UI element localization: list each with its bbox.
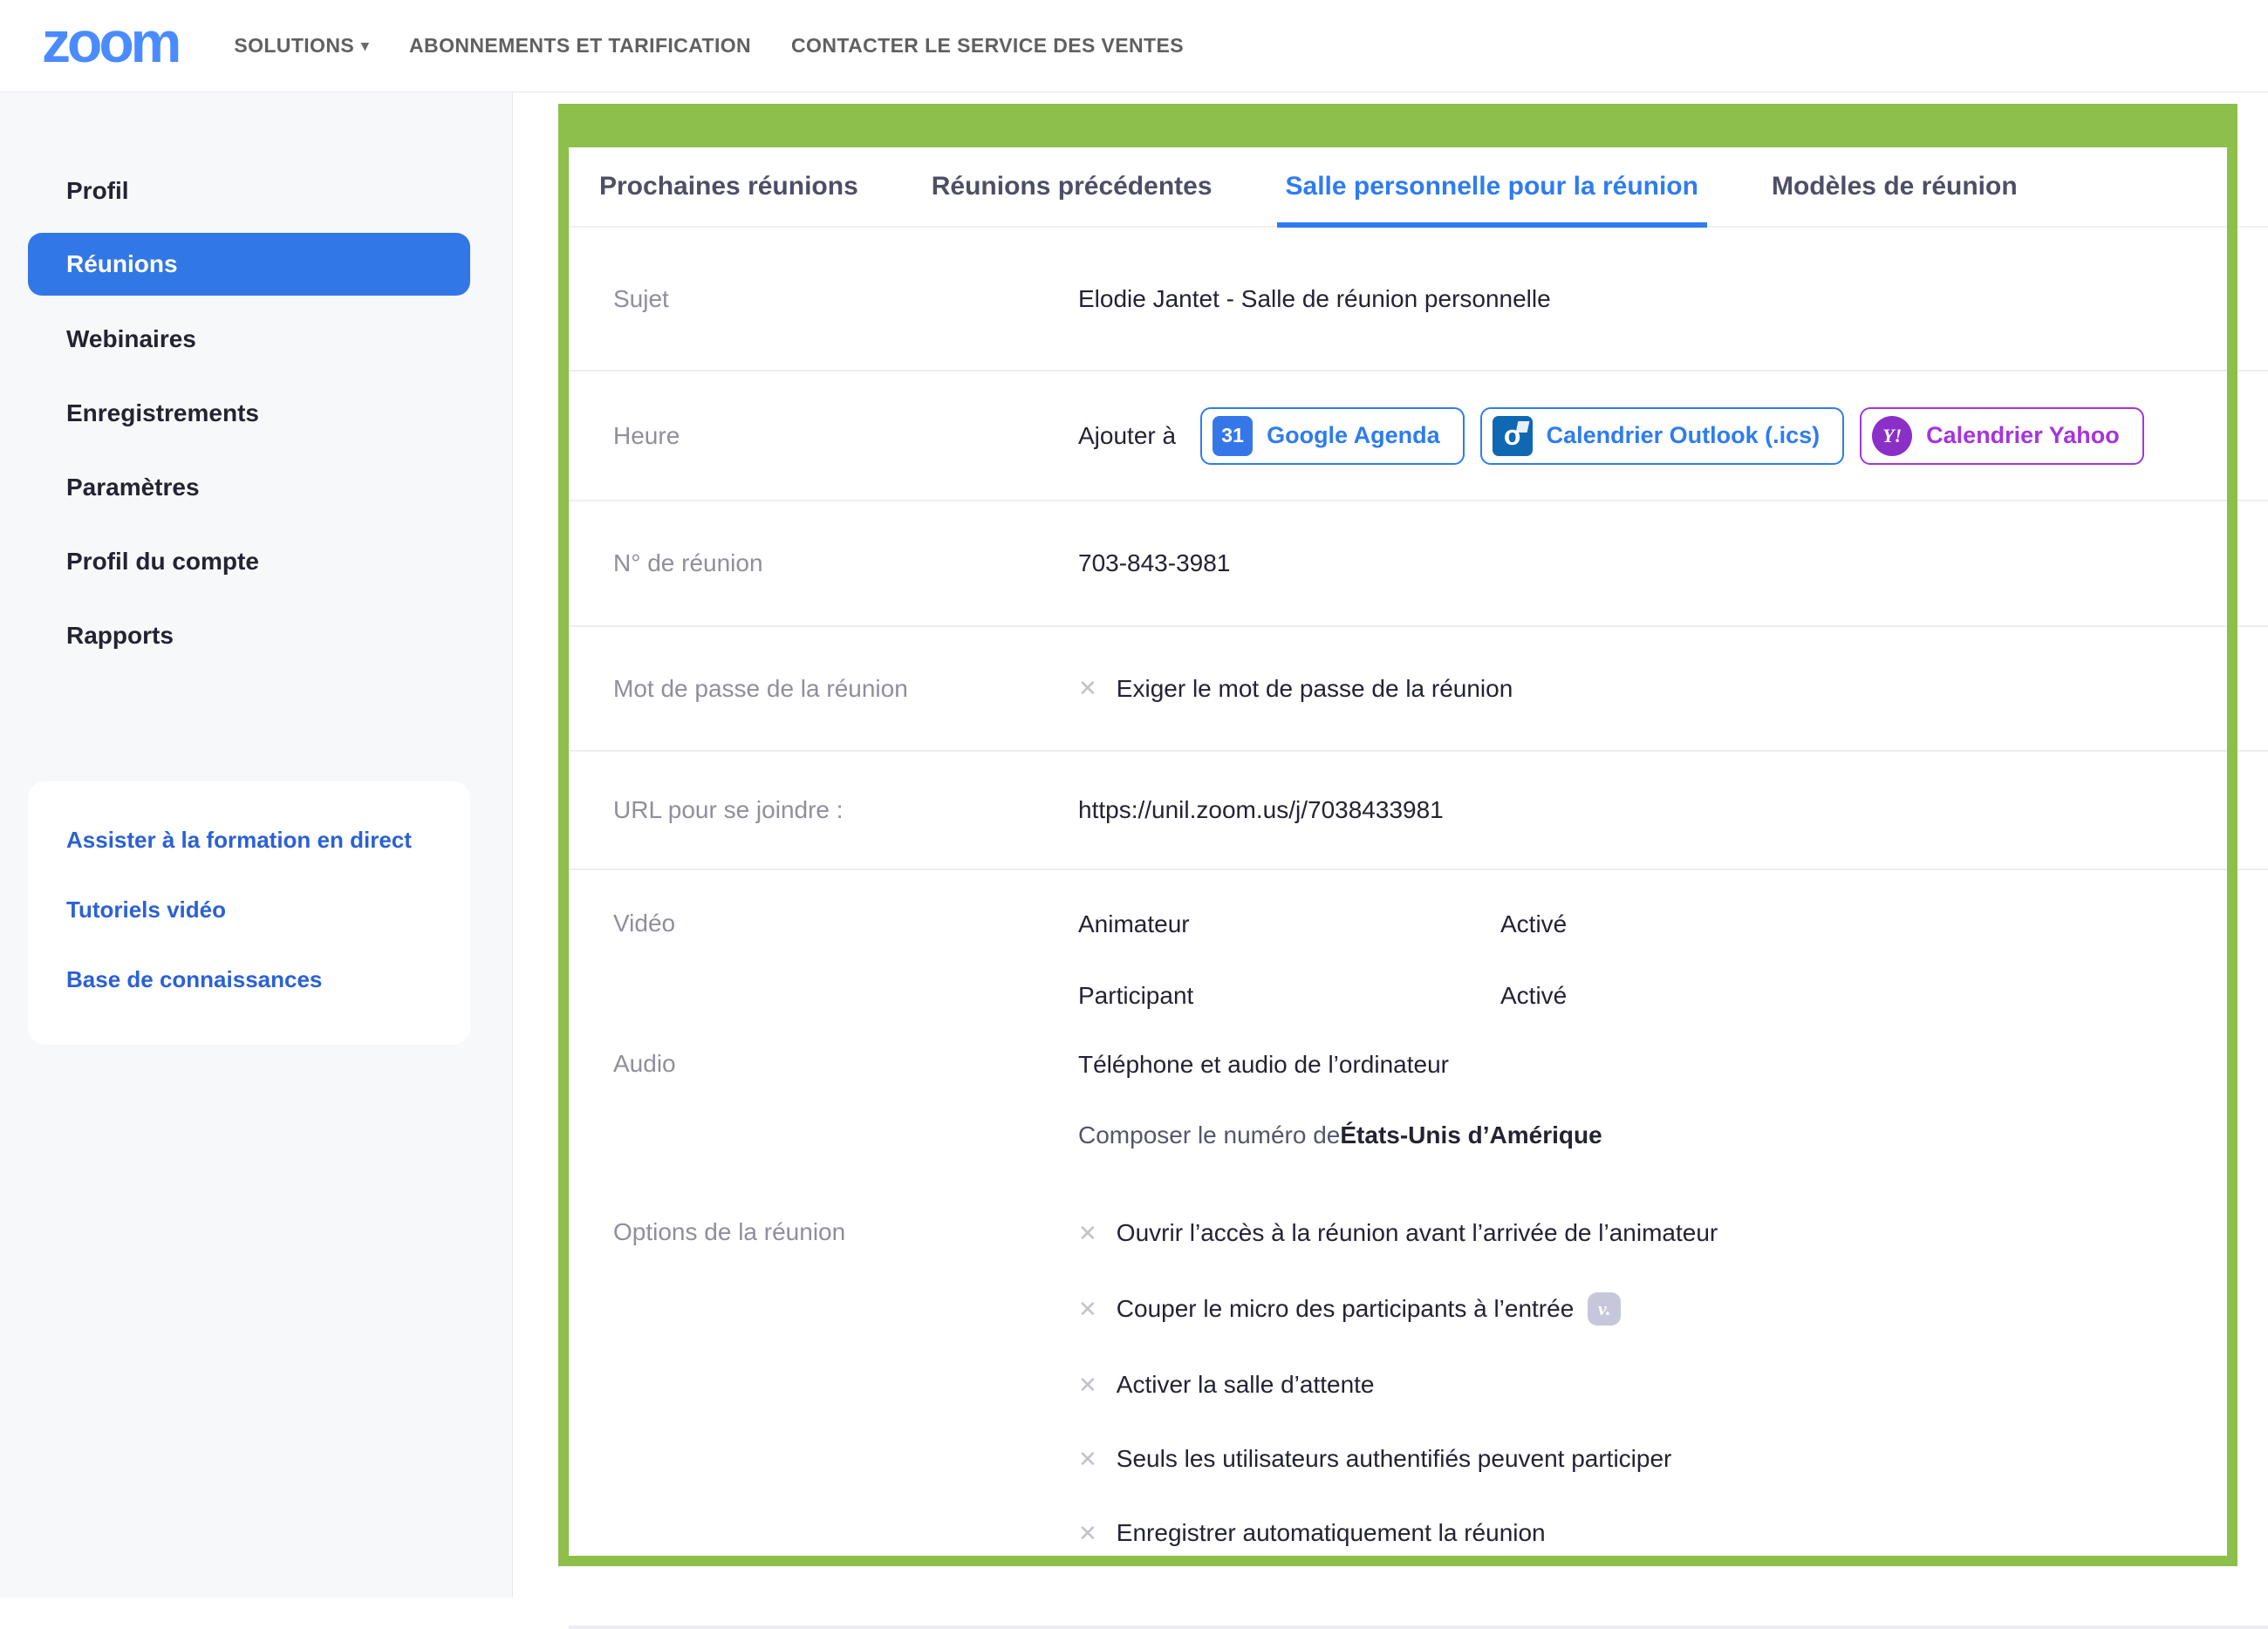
x-disabled-icon: ✕ — [1078, 1520, 1097, 1546]
sidebar-item-reunions[interactable]: Réunions — [28, 233, 470, 296]
x-disabled-icon: ✕ — [1078, 675, 1097, 701]
sidebar-item-parametres[interactable]: Paramètres — [66, 473, 200, 501]
option-join-before-host: ✕ Ouvrir l’accès à la réunion avant l’ar… — [1078, 1218, 2268, 1248]
zoom-logo[interactable]: zoom — [42, 9, 181, 74]
yahoo-calendar-icon: Y! — [1872, 415, 1913, 456]
sidebar-item-profil-du-compte[interactable]: Profil du compte — [66, 547, 259, 575]
meeting-options-label: Options de la réunion — [613, 1218, 846, 1245]
password-option-text: Exiger le mot de passe de la réunion — [1116, 674, 1513, 702]
meeting-id-label: N° de réunion — [613, 549, 763, 576]
video-host-state: Activé — [1500, 910, 1568, 937]
link-live-training[interactable]: Assister à la formation en direct — [66, 827, 412, 853]
yahoo-calendar-label: Calendrier Yahoo — [1926, 422, 2120, 448]
row-meeting-id: N° de réunion 703-843-3981 — [569, 501, 2268, 627]
sujet-label: Sujet — [613, 284, 669, 312]
nav-solutions-label: SOLUTIONS — [234, 34, 355, 57]
video-host-name: Animateur — [1078, 910, 1190, 937]
row-password: Mot de passe de la réunion ✕ Exiger le m… — [569, 627, 2268, 752]
option-text: Enregistrer automatiquement la réunion — [1116, 1519, 1546, 1546]
x-disabled-icon: ✕ — [1078, 1296, 1097, 1322]
video-participant-name: Participant — [1078, 982, 1194, 1009]
video-participant-row: Participant Activé — [1078, 981, 2268, 1011]
outlook-calendar-button[interactable]: o Calendrier Outlook (.ics) — [1479, 406, 1845, 465]
outlook-calendar-label: Calendrier Outlook (.ics) — [1546, 422, 1821, 448]
bottom-divider — [569, 1626, 2268, 1629]
join-url-value: https://unil.zoom.us/j/7038433981 — [1078, 796, 1444, 823]
option-waiting-room: ✕ Activer la salle d’attente — [1078, 1370, 2268, 1400]
link-video-tutorials[interactable]: Tutoriels vidéo — [66, 896, 226, 923]
tab-meeting-templates[interactable]: Modèles de réunion — [1771, 172, 2018, 201]
tab-personal-meeting-room[interactable]: Salle personnelle pour la réunion — [1276, 147, 1708, 228]
password-label: Mot de passe de la réunion — [613, 674, 908, 702]
section-video: Vidéo Animateur Activé Participant Activ… — [569, 870, 2268, 1011]
section-audio: Audio Téléphone et audio de l’ordinateur… — [569, 1050, 2268, 1150]
google-calendar-icon: 31 — [1213, 415, 1254, 456]
audio-label: Audio — [613, 1050, 676, 1077]
meeting-id-value: 703-843-3981 — [1078, 549, 1231, 576]
row-sujet: Sujet Elodie Jantet - Salle de réunion p… — [569, 228, 2268, 371]
modified-setting-icon: v. — [1588, 1292, 1622, 1326]
join-url-label: URL pour se joindre : — [613, 796, 844, 823]
row-heure: Heure Ajouter à 31 Google Agenda o Calen… — [569, 371, 2268, 501]
link-knowledge-base[interactable]: Base de connaissances — [66, 966, 323, 992]
nav-plans-pricing[interactable]: ABONNEMENTS ET TARIFICATION — [409, 34, 752, 57]
option-auto-record: ✕ Enregistrer automatiquement la réunion — [1078, 1518, 2268, 1548]
google-calendar-label: Google Agenda — [1267, 422, 1440, 448]
nav-solutions[interactable]: SOLUTIONS ▾ — [234, 34, 369, 58]
row-join-url: URL pour se joindre : https://unil.zoom.… — [569, 752, 2268, 870]
dial-country: États-Unis d’Amérique — [1340, 1121, 1602, 1148]
heure-label: Heure — [613, 421, 680, 449]
video-host-row: Animateur Activé — [1078, 910, 2268, 939]
dial-prefix: Composer le numéro de — [1078, 1121, 1341, 1148]
x-disabled-icon: ✕ — [1078, 1446, 1097, 1472]
option-mute-on-entry: ✕ Couper le micro des participants à l’e… — [1078, 1292, 2268, 1326]
chevron-down-icon: ▾ — [361, 37, 370, 54]
outlook-calendar-icon: o — [1492, 415, 1533, 456]
main-content: Prochaines réunions Réunions précédentes… — [513, 92, 2268, 1629]
tab-previous-meetings[interactable]: Réunions précédentes — [931, 172, 1213, 201]
sidebar: Profil Réunions Webinaires Enregistremen… — [0, 92, 513, 1598]
sidebar-item-profil[interactable]: Profil — [66, 176, 129, 204]
option-text: Activer la salle d’attente — [1116, 1371, 1375, 1398]
option-text: Couper le micro des participants à l’ent… — [1116, 1295, 1575, 1322]
tab-upcoming-meetings[interactable]: Prochaines réunions — [599, 172, 858, 201]
section-meeting-options: Options de la réunion ✕ Ouvrir l’accès à… — [569, 1218, 2268, 1592]
add-to-label: Ajouter à — [1078, 421, 1177, 449]
option-authenticated-users: ✕ Seuls les utilisateurs authentifiés pe… — [1078, 1444, 2268, 1474]
sidebar-item-webinaires[interactable]: Webinaires — [66, 324, 196, 352]
option-text: Seuls les utilisateurs authentifiés peuv… — [1116, 1445, 1672, 1472]
video-label: Vidéo — [613, 910, 676, 937]
option-text: Ouvrir l’accès à la réunion avant l’arri… — [1116, 1219, 1718, 1246]
help-card: Assister à la formation en direct Tutori… — [28, 781, 470, 1045]
top-navigation: zoom SOLUTIONS ▾ ABONNEMENTS ET TARIFICA… — [0, 0, 2268, 92]
audio-dial-in: Composer le numéro de États-Unis d’Améri… — [1078, 1121, 2268, 1150]
google-calendar-button[interactable]: 31 Google Agenda — [1200, 406, 1465, 465]
sidebar-item-rapports[interactable]: Rapports — [66, 621, 174, 649]
sidebar-item-enregistrements[interactable]: Enregistrements — [66, 399, 259, 426]
meetings-tabbar: Prochaines réunions Réunions précédentes… — [569, 147, 2268, 228]
video-participant-state: Activé — [1500, 982, 1568, 1009]
x-disabled-icon: ✕ — [1078, 1220, 1097, 1246]
nav-contact-sales[interactable]: CONTACTER LE SERVICE DES VENTES — [791, 34, 1184, 57]
yahoo-calendar-button[interactable]: Y! Calendrier Yahoo — [1860, 406, 2144, 465]
x-disabled-icon: ✕ — [1078, 1372, 1097, 1398]
sujet-value: Elodie Jantet - Salle de réunion personn… — [1078, 284, 1551, 312]
audio-type: Téléphone et audio de l’ordinateur — [1078, 1051, 1449, 1078]
